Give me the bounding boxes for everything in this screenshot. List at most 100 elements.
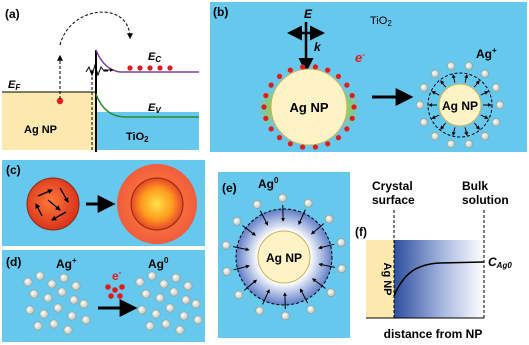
panel-f-label: (f) xyxy=(355,225,367,239)
ag-ion xyxy=(419,83,429,92)
electron xyxy=(112,287,118,293)
tio2-b-label: TiO2 xyxy=(370,15,392,28)
electron xyxy=(312,64,319,70)
panel-b-label: (b) xyxy=(213,5,228,19)
ag-np-region xyxy=(366,240,394,318)
ag-ion xyxy=(35,271,45,281)
panel-d: (d) Ag+ Ag0 e- xyxy=(2,250,205,342)
electron-d-label: e- xyxy=(112,268,122,283)
ag-atom xyxy=(303,198,313,208)
ag-atom xyxy=(336,238,346,247)
ag-ion xyxy=(419,118,429,127)
ag-ion xyxy=(49,319,59,329)
panel-f: Crystal surface Bulk solution (f) Ag NP CA… xyxy=(355,179,512,341)
ag-atom xyxy=(222,267,232,276)
ag-np-f-label: Ag NP xyxy=(381,263,393,296)
ag-atom xyxy=(255,306,265,316)
electron xyxy=(325,141,331,147)
motion-arrow xyxy=(59,187,69,203)
electron xyxy=(287,141,293,147)
ag-ion xyxy=(53,303,63,313)
electron xyxy=(299,64,306,70)
panel-d-label: (d) xyxy=(6,255,21,269)
inward-arrow xyxy=(233,264,250,271)
panel-b: (b) TiO2 E k e- Ag NP Ag NP Ag+ xyxy=(210,2,527,152)
crystal-surface-label: Crystal surface xyxy=(372,179,415,207)
outward-arrow xyxy=(480,91,489,96)
ag-ion xyxy=(69,295,79,305)
inward-arrow xyxy=(298,209,306,225)
ag-ion xyxy=(71,281,81,291)
electron xyxy=(263,115,269,122)
conduction-band xyxy=(95,49,199,73)
inward-arrow xyxy=(232,246,250,252)
panel-c-label: (c) xyxy=(6,163,21,177)
outward-arrow xyxy=(464,127,469,137)
ag-nanoparticle-b2 xyxy=(438,83,482,127)
outward-arrow xyxy=(440,80,447,88)
tio2-label: TiO2 xyxy=(126,131,149,144)
heated-nanoparticle xyxy=(130,177,184,231)
atom-cluster xyxy=(135,271,203,335)
tunnel-wiggle xyxy=(85,63,108,77)
ag-atom xyxy=(155,293,165,303)
ag-atom xyxy=(324,214,334,224)
ag-atom xyxy=(141,289,151,299)
ag-ion xyxy=(430,132,440,141)
panel-e: (e) Ag0 Ag NP xyxy=(218,172,350,338)
electron xyxy=(349,92,355,99)
outward-arrow xyxy=(464,73,469,83)
panel-e-label: (e) xyxy=(222,181,237,195)
ag-ion xyxy=(43,293,53,303)
inward-arrow xyxy=(262,289,270,305)
electron xyxy=(261,104,267,110)
ag-atom xyxy=(135,277,145,287)
ag-atom xyxy=(175,325,185,335)
ag-atom xyxy=(278,193,287,203)
valence-band xyxy=(95,93,199,118)
electron xyxy=(344,126,350,132)
ag-ion xyxy=(464,139,474,149)
electron-group-d xyxy=(105,284,125,299)
np-dashed-shell xyxy=(427,72,493,138)
ag-ion xyxy=(25,305,35,315)
ag-ion xyxy=(59,273,69,283)
converging-atoms xyxy=(221,193,347,321)
ag-ion xyxy=(415,100,425,110)
ag-atom xyxy=(181,295,191,305)
ag-ion xyxy=(23,277,33,287)
ag-ion xyxy=(491,83,501,92)
ag-nanoparticle-e xyxy=(257,230,311,284)
ag-ion xyxy=(29,289,39,299)
ag-atom xyxy=(193,315,203,325)
ag-ion xyxy=(495,100,505,110)
ag-nanoparticle-b xyxy=(270,68,348,146)
electron xyxy=(108,293,114,299)
electron xyxy=(325,67,331,73)
ag-atom xyxy=(145,321,155,331)
ag-atom xyxy=(281,311,290,321)
ag-atom xyxy=(147,271,157,281)
ag-ion-b-label: Ag+ xyxy=(476,46,497,61)
ag-ion xyxy=(446,139,456,149)
ag-atom-d-label: Ag0 xyxy=(148,256,169,271)
electron xyxy=(117,293,123,299)
electron-motion-arrows xyxy=(35,187,69,221)
inward-arrow xyxy=(310,223,325,235)
ev-label: EV xyxy=(148,102,161,115)
ag-atom xyxy=(171,273,181,283)
ag-np-label: Ag NP xyxy=(24,124,57,136)
ag-atom xyxy=(151,309,161,319)
ag-atom xyxy=(326,288,336,297)
outward-arrow xyxy=(440,122,447,130)
ag-ion xyxy=(57,287,67,297)
panel-a-label: (a) xyxy=(5,7,20,21)
ag-ion xyxy=(67,311,77,321)
ag-np-b2-label: Ag NP xyxy=(442,99,478,113)
electron-ring xyxy=(261,64,357,150)
electron xyxy=(263,92,269,99)
electron xyxy=(167,65,173,71)
concentration-label: CAg0 xyxy=(488,255,512,270)
outward-arrow xyxy=(480,114,489,119)
